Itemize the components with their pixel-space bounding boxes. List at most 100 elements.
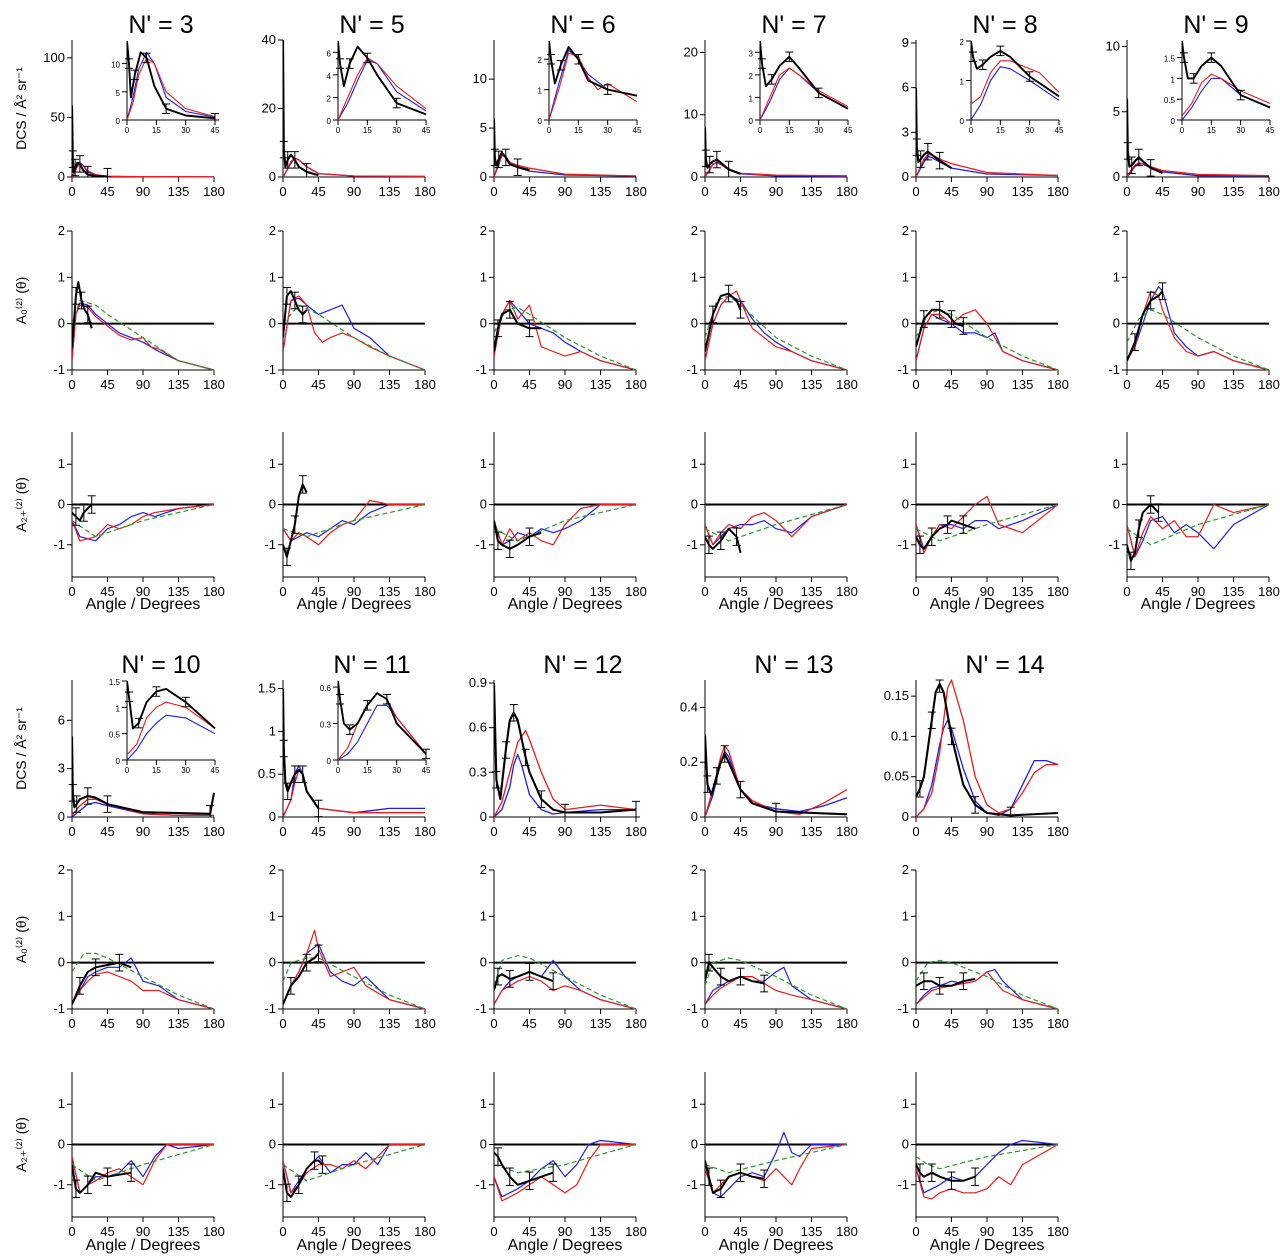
chart-10-dcs-series-blue (916, 719, 1059, 818)
chart-8-a0-x-tick-label: 90 (558, 1016, 572, 1031)
chart-6-title: N' = 10 (121, 651, 200, 679)
chart-6-inset-x-tick-label: 30 (181, 766, 190, 775)
chart-3-dcs-error-bar (701, 149, 710, 168)
chart-0-a2-x-tick-label: 45 (100, 584, 114, 599)
chart-2-a2-x-tick-label: 45 (522, 584, 536, 599)
chart-4-dcs-x-tick-label: 0 (912, 184, 919, 199)
chart-3-a2-error-bar (716, 531, 725, 550)
chart-8-a0-series-black (494, 970, 554, 991)
chart-0-dcs-x-tick-label: 135 (168, 184, 190, 199)
chart-0-a0-series-green (72, 299, 215, 371)
chart-4-inset-series-blue (971, 66, 1060, 121)
chart-3-inset-x-tick-label: 15 (785, 126, 794, 135)
chart-0-inset-error-bar (130, 69, 139, 81)
chart-4-a0-error-bar (947, 310, 956, 328)
chart-3-a0-x-tick-label: 45 (733, 377, 747, 392)
chart-0-inset-error-bar (142, 52, 151, 64)
chart-7-dcs-error-bar (290, 765, 299, 783)
chart-9-a0-series-black (705, 961, 765, 985)
chart-3-a0-y-tick-label: -1 (686, 362, 698, 377)
chart-1-dcs-y-tick-label: 40 (262, 32, 276, 47)
chart-10-dcs-error-bar (935, 679, 944, 693)
chart-6-a0-series-black (72, 961, 132, 1005)
chart-7-a0-y-tick-label: 2 (269, 862, 276, 877)
chart-4-dcs-error-bar (923, 142, 932, 161)
chart-8-dcs-error-bar (521, 748, 530, 767)
chart-7-dcs-x-tick-label: 90 (347, 824, 361, 839)
chart-4-a0-error-bar (959, 317, 968, 335)
chart-7-a0-series-red (283, 929, 426, 1010)
chart-10-a0-x-tick-label: 45 (944, 1016, 958, 1031)
chart-8-a0-x-tick-label: 0 (490, 1016, 497, 1031)
chart-10-a0-x-tick-label: 90 (980, 1016, 994, 1031)
chart-7-a2-x-tick-label: 180 (414, 1224, 436, 1239)
chart-6-a2-error-bar (127, 1163, 136, 1182)
chart-10-a0-y-tick-label: 0 (902, 955, 909, 970)
chart-0-dcs-inset: 0 5 10 0 15 30 45 (111, 40, 220, 135)
chart-3-a2-series-blue (705, 503, 848, 546)
chart-3-a0-series-black (705, 292, 742, 352)
chart-10-a0-x-tick-label: 0 (912, 1016, 919, 1031)
chart-8-a0-error-bar (493, 967, 502, 986)
chart-8-a0-y-tick-label: 2 (480, 862, 487, 877)
chart-5-inset-error-bar (1189, 73, 1198, 84)
chart-10-a0-x-tick-label: 135 (1012, 1016, 1034, 1031)
chart-0-inset-x-tick-label: 0 (125, 126, 130, 135)
chart-2-a2-x-tick-label: 180 (625, 584, 647, 599)
chart-10-a2-series-green (916, 1143, 1059, 1170)
chart-9-x-label: Angle / Degrees (719, 1237, 834, 1254)
chart-1-a2-error-bar (290, 515, 299, 534)
chart-2-dcs-series-black (494, 118, 530, 172)
chart-1-a2-x-tick-label: 135 (379, 584, 401, 599)
chart-10-dcs-series-red (916, 679, 1058, 818)
chart-4-a0-x-tick-label: 0 (912, 377, 919, 392)
chart-5-a2-series-blue (1127, 503, 1270, 558)
chart-3-a0-error-bar (708, 305, 717, 324)
chart-0-a0-x-tick-label: 135 (168, 377, 190, 392)
chart-4-inset-y-tick-label: 0 (960, 117, 965, 126)
chart-8-a0-y-tick-label: -1 (475, 1001, 487, 1016)
chart-4-dcs-y-tick-label: 0 (902, 169, 909, 184)
chart-2-a2-series-red (494, 503, 636, 546)
chart-6-inset-error-bar (124, 691, 133, 703)
chart-10-a2-series-black (916, 1164, 976, 1182)
chart-2-a2-series-green (494, 503, 637, 542)
chart-4-a2-x-tick-label: 45 (944, 584, 958, 599)
chart-4-a0-error-bar (919, 310, 928, 328)
chart-6-inset-error-bar (152, 686, 161, 697)
chart-8-a0-series-green (494, 955, 637, 1010)
chart-8-dcs-error-bar (501, 741, 510, 759)
chart-0-a0-y-tick-label: 0 (58, 316, 65, 331)
chart-0-dcs-y-tick-label: 0 (58, 169, 65, 184)
chart-7-inset-y-tick-label: 0.6 (320, 684, 332, 693)
chart-7-inset-y-tick-label: 0.3 (320, 721, 332, 730)
chart-10-a2-x-tick-label: 135 (1012, 1224, 1034, 1239)
chart-4-a0-error-bar (935, 300, 944, 319)
chart-7-a0-y-tick-label: -1 (264, 1001, 276, 1016)
chart-4-dcs-y-tick-label: 3 (902, 124, 909, 139)
chart-8-a0-series-red (494, 975, 637, 1010)
chart-5-a2-x-tick-label: 45 (1155, 584, 1169, 599)
chart-2-a0-y-tick-label: 1 (480, 269, 487, 284)
chart-7-a2-series-green (283, 1143, 426, 1182)
chart-10-x-label: Angle / Degrees (930, 1237, 1045, 1254)
chart-2-inset-error-bar (556, 60, 565, 71)
chart-7-a2-x-tick-label: 90 (347, 1224, 361, 1239)
chart-0-dcs-error-bar (71, 158, 80, 177)
chart-3-a0-series-red (705, 290, 848, 371)
chart-9-a2-series-green (705, 1143, 848, 1174)
chart-3-dcs-y-tick-label: 20 (684, 44, 698, 59)
chart-7-a2-error-bar (318, 1155, 327, 1174)
chart-6-a0-y-tick-label: 0 (58, 955, 65, 970)
chart-0-inset-y-tick-label: 5 (116, 89, 121, 98)
chart-1-dcs-series-blue (283, 157, 426, 178)
chart-1-inset-x-tick-label: 30 (392, 126, 401, 135)
chart-2-inset-error-bar (546, 53, 555, 65)
chart-7-a0-x-tick-label: 180 (414, 1016, 436, 1031)
chart-1-a2-x-tick-label: 0 (279, 584, 286, 599)
chart-2-dcs-error-bar (494, 150, 503, 169)
chart-7-a0-series-black (283, 952, 320, 1005)
